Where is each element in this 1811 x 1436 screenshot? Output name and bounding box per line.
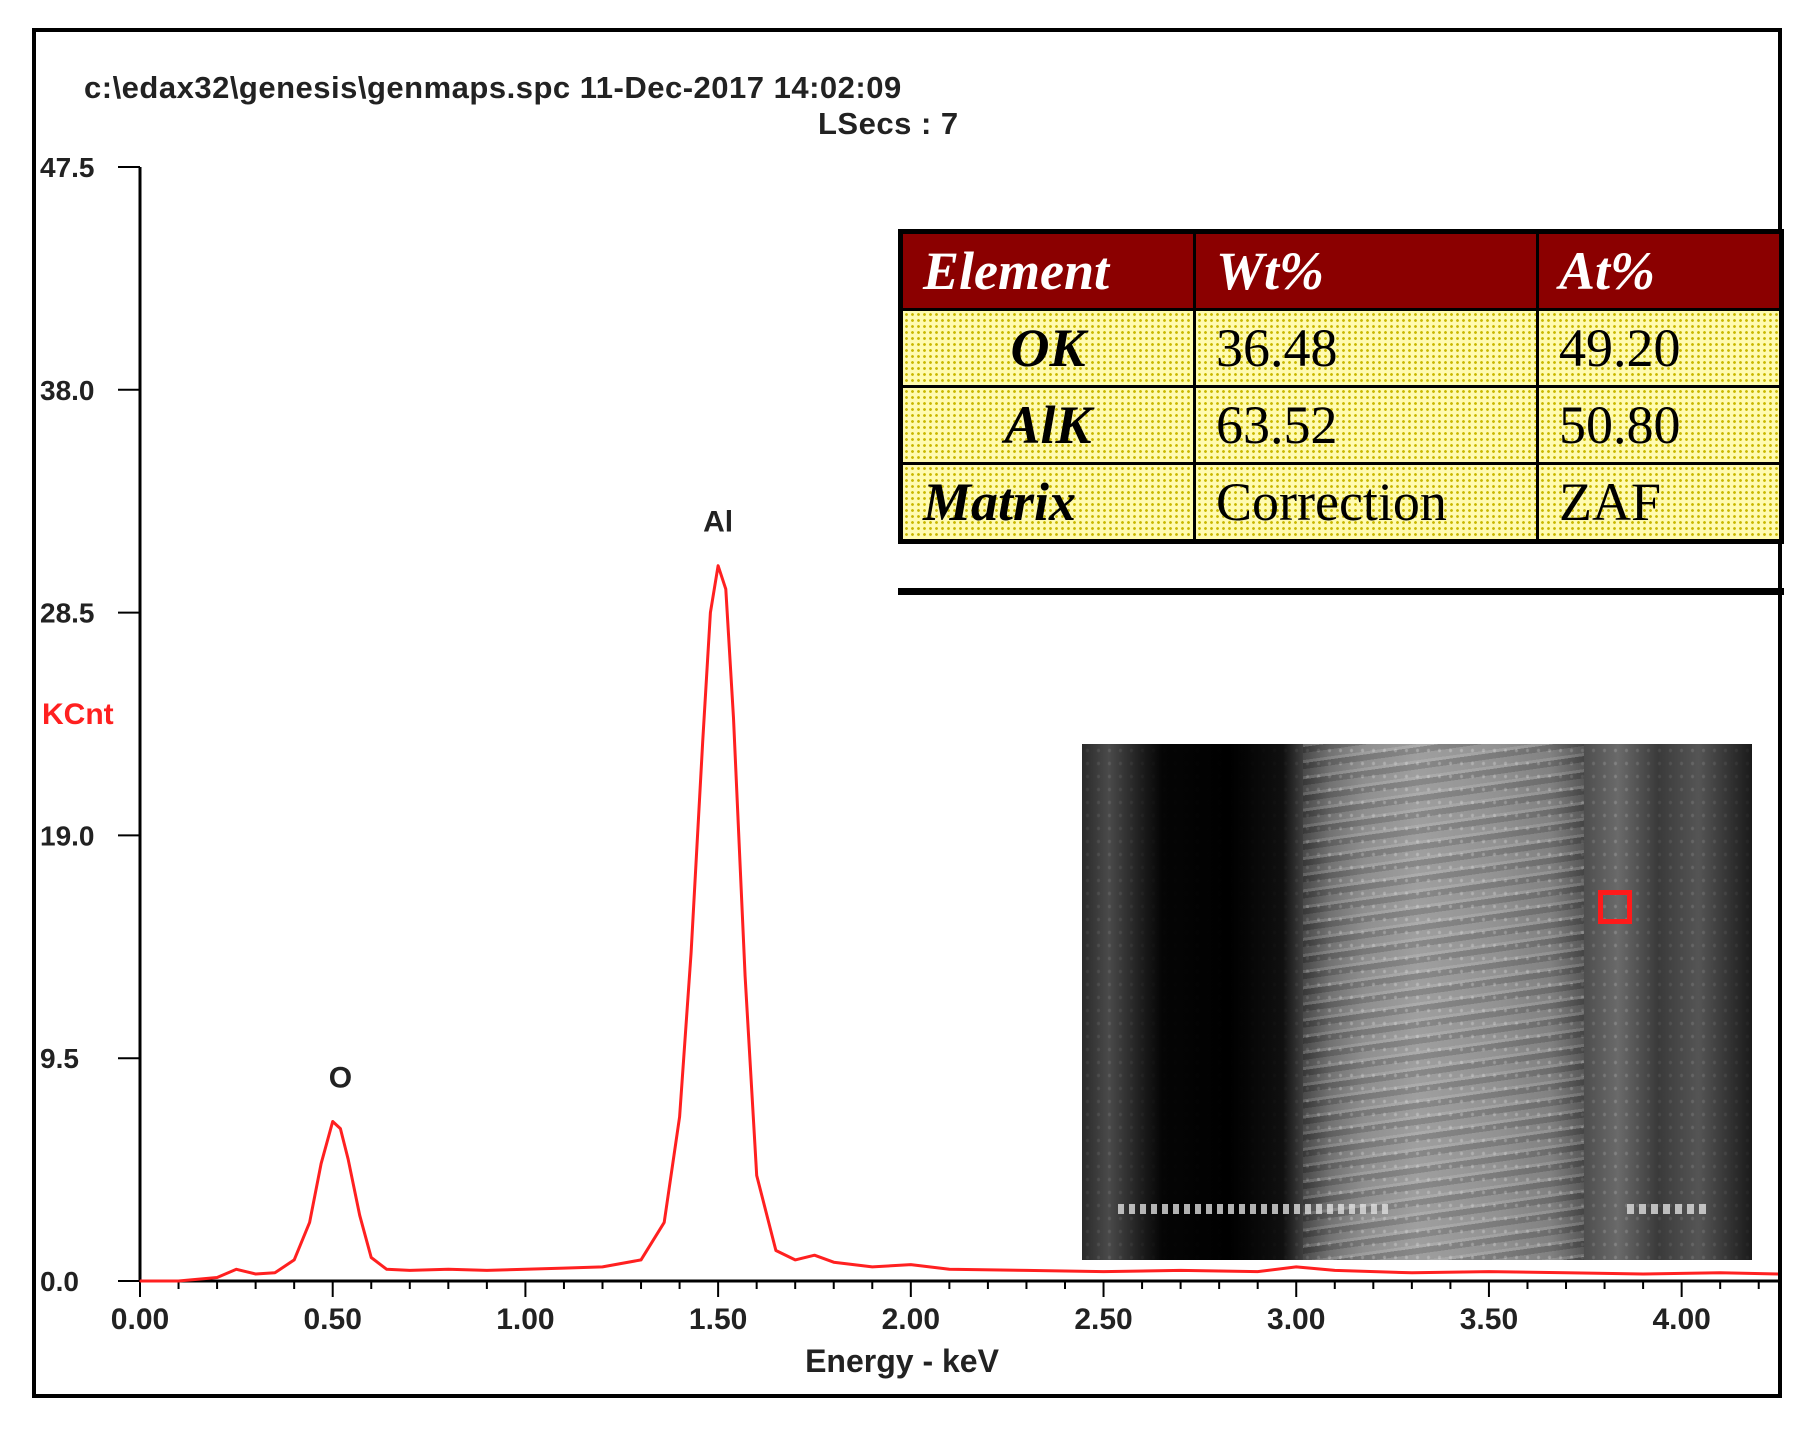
x-tick-label: 0.50 xyxy=(304,1303,362,1336)
table-row: OK 36.48 49.20 xyxy=(899,308,1783,388)
y-axis-label: KCnt xyxy=(42,698,114,731)
x-tick-label: 1.00 xyxy=(496,1303,554,1336)
spectrum-point xyxy=(308,1221,311,1224)
y-tick-label: 47.5 xyxy=(40,152,95,183)
lsecs-header: LSecs : 7 xyxy=(818,106,959,141)
spectrum-point xyxy=(732,717,735,719)
quant-table-wrap: Element Wt% At% OK 36.48 49.20 AlK 63.52… xyxy=(898,229,1784,544)
sem-info-bar xyxy=(1118,1204,1388,1214)
spectrum-point xyxy=(948,1268,951,1271)
spectrum-point xyxy=(339,1127,342,1130)
spectrum-point xyxy=(486,1269,488,1272)
x-tick-label: 4.00 xyxy=(1652,1303,1710,1336)
x-tick-label: 2.50 xyxy=(1074,1303,1132,1336)
spectrum-point xyxy=(1025,1269,1028,1272)
element-cell: AlK xyxy=(899,385,1196,465)
y-tick-label: 28.5 xyxy=(40,598,95,629)
spectrum-point xyxy=(871,1266,874,1268)
header-wt-percent: Wt% xyxy=(1193,230,1539,311)
y-tick-label: 38.0 xyxy=(40,375,95,406)
at-cell: 50.80 xyxy=(1536,385,1783,465)
table-row: Matrix Correction ZAF xyxy=(899,462,1783,543)
sem-scale-marker xyxy=(1627,1204,1707,1214)
spectrum-point xyxy=(1719,1271,1721,1274)
spectrum-point xyxy=(1777,1273,1778,1275)
sem-texture xyxy=(1303,744,1585,1260)
quant-results-table: Element Wt% At% OK 36.48 49.20 AlK 63.52… xyxy=(898,229,1784,544)
spectrum-point xyxy=(1411,1271,1413,1274)
spectrum-point xyxy=(755,1174,758,1177)
spectrum-point xyxy=(347,1158,349,1160)
spectrum-point xyxy=(1256,1270,1259,1273)
spectrum-point xyxy=(725,588,727,590)
peak-label: Al xyxy=(703,506,733,539)
spectrum-point xyxy=(563,1267,565,1269)
spectrum-point xyxy=(331,1120,334,1123)
spectrum-point xyxy=(385,1268,388,1271)
spectrum-point xyxy=(235,1268,238,1271)
x-tick-label: 2.00 xyxy=(882,1303,940,1336)
header-at-percent: At% xyxy=(1536,230,1783,311)
spectrum-point xyxy=(910,1263,912,1266)
spectrum-point xyxy=(678,1116,681,1118)
table-underline xyxy=(898,588,1784,595)
spectrum-point xyxy=(1642,1273,1644,1275)
spectrum-frame: 0.0 9.5 19.0 28.5 38.0 47.5 0.00 0.50 1.00 1.50 2.… xyxy=(32,28,1784,1398)
element-cell: Matrix xyxy=(899,462,1196,543)
spectrum-point xyxy=(717,564,719,567)
spectrum-point xyxy=(775,1249,777,1252)
x-tick-label: 3.00 xyxy=(1267,1303,1325,1336)
spectrum-point xyxy=(663,1221,665,1224)
spectrum-point xyxy=(274,1271,276,1274)
spectrum-point xyxy=(709,611,712,614)
table-header-row: Element Wt% At% xyxy=(899,230,1783,311)
spectrum-point xyxy=(254,1273,257,1275)
spectrum-point xyxy=(293,1259,295,1261)
at-cell: ZAF xyxy=(1536,462,1783,543)
spectrum-point xyxy=(358,1214,361,1217)
spectrum-point xyxy=(640,1259,642,1261)
x-tick-label: 1.50 xyxy=(689,1303,747,1336)
spectrum-point xyxy=(177,1280,180,1282)
table-row: AlK 63.52 50.80 xyxy=(899,385,1783,465)
spectrum-chart: 0.0 9.5 19.0 28.5 38.0 47.5 0.00 0.50 1.00 1.50 2.… xyxy=(40,152,1778,1379)
sem-micrograph xyxy=(1082,744,1752,1260)
spectrum-point xyxy=(139,1280,141,1282)
spectrum-point xyxy=(216,1276,218,1279)
header-element: Element xyxy=(899,230,1196,311)
spectrum-point xyxy=(408,1269,411,1272)
y-tick-label: 0.0 xyxy=(40,1266,79,1297)
spectrum-point xyxy=(701,740,704,743)
spectrum-point xyxy=(813,1254,816,1257)
element-cell: OK xyxy=(899,308,1196,388)
spectrum-point xyxy=(794,1259,796,1261)
wt-cell: 63.52 xyxy=(1193,385,1539,465)
spectrum-point xyxy=(690,951,692,954)
spectrum-point xyxy=(1488,1270,1490,1273)
y-tick-label: 9.5 xyxy=(40,1043,79,1074)
spectrum-point xyxy=(744,975,746,977)
spectrum-point xyxy=(447,1268,450,1271)
spectrum-point xyxy=(601,1266,604,1268)
file-header: c:\edax32\genesis\genmaps.spc 11-Dec-201… xyxy=(84,70,902,105)
analysis-region-marker xyxy=(1598,890,1632,924)
spectrum-point xyxy=(1295,1266,1298,1268)
spectrum-point xyxy=(1565,1271,1567,1274)
x-tick-label: 3.50 xyxy=(1460,1303,1518,1336)
spectrum-point xyxy=(1179,1269,1182,1272)
spectrum-point xyxy=(524,1268,527,1271)
y-tick-label: 19.0 xyxy=(40,820,95,851)
peak-label: O xyxy=(329,1062,352,1095)
spectrum-point xyxy=(320,1162,322,1165)
spectrum-point xyxy=(1102,1270,1105,1273)
x-axis-label: Energy - keV xyxy=(805,1343,1000,1379)
wt-cell: Correction xyxy=(1193,462,1539,543)
spectrum-point xyxy=(370,1256,373,1259)
wt-cell: 36.48 xyxy=(1193,308,1539,388)
spectrum-point xyxy=(1333,1269,1336,1272)
sem-speckle xyxy=(1082,744,1752,1260)
spectrum-point xyxy=(832,1261,835,1264)
at-cell: 49.20 xyxy=(1536,308,1783,388)
x-tick-label: 0.00 xyxy=(111,1303,169,1336)
